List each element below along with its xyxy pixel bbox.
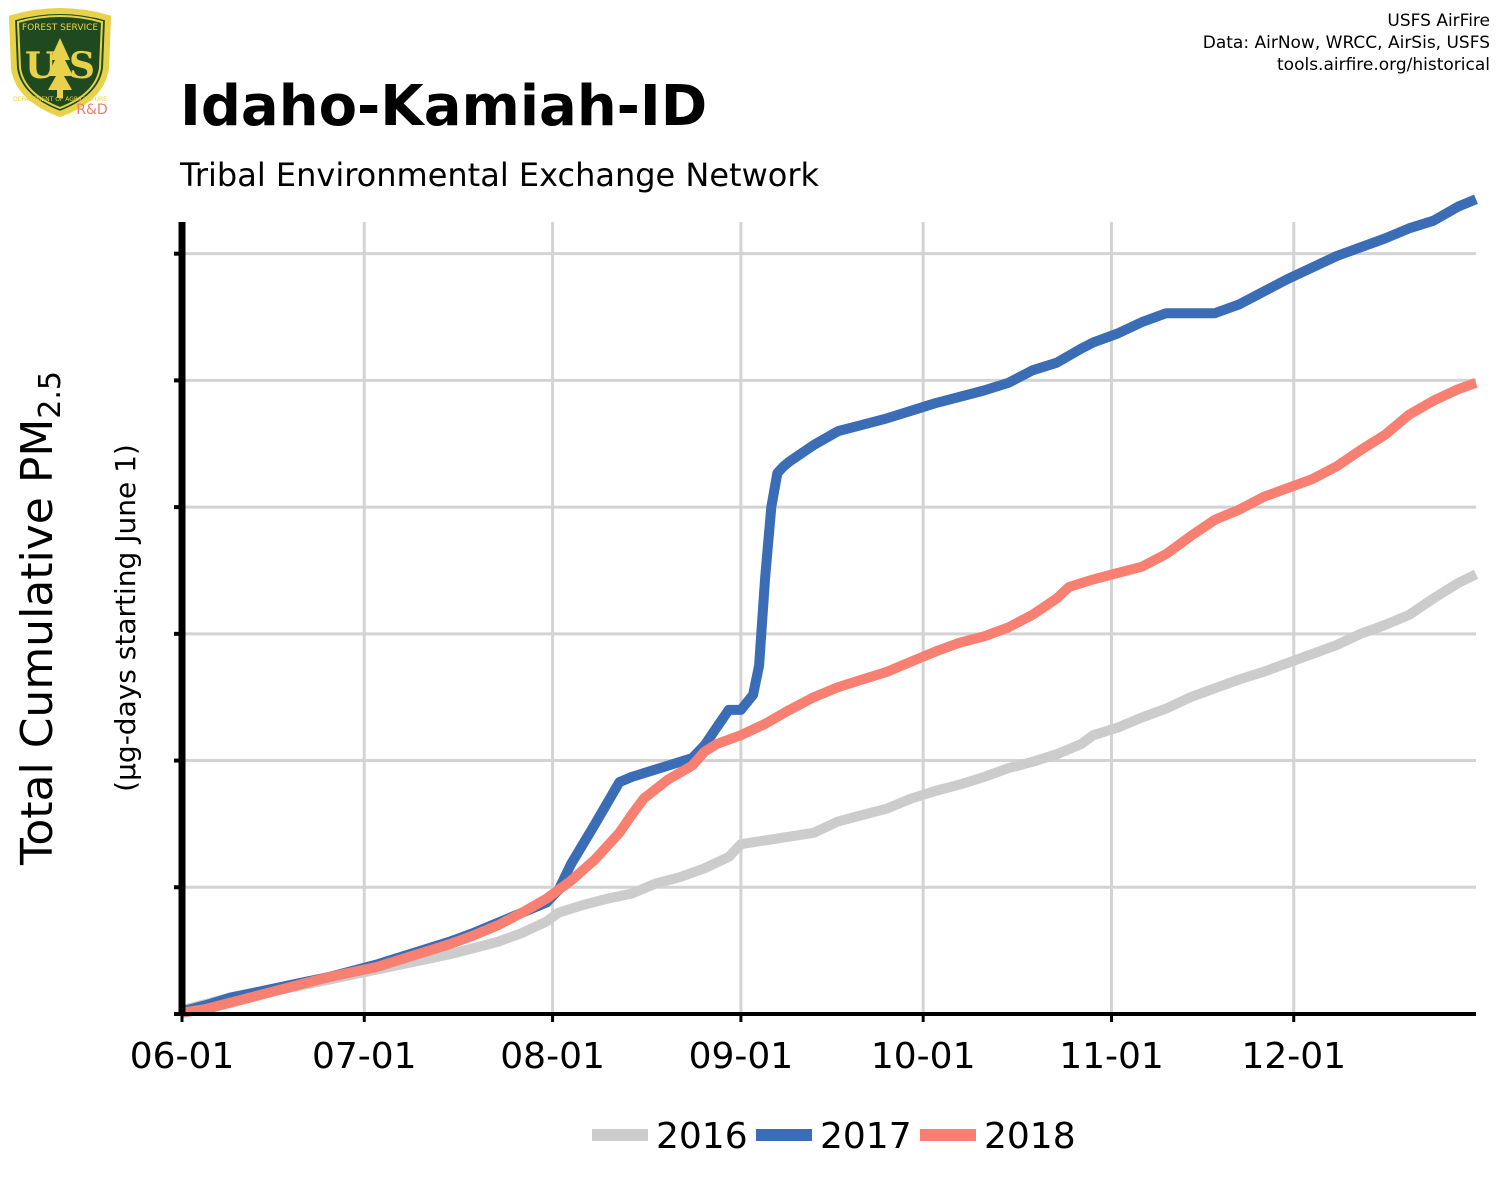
y-axis-units: (µg-days starting June 1) <box>109 444 142 792</box>
legend-label-2017: 2017 <box>820 1116 912 1157</box>
grid <box>182 222 1476 1014</box>
x-tick-label: 10-01 <box>871 1036 976 1077</box>
x-tick-label: 12-01 <box>1241 1036 1346 1077</box>
credit-line-sources: Data: AirNow, WRCC, AirSis, USFS <box>1202 33 1490 53</box>
x-tick-label: 09-01 <box>689 1036 794 1077</box>
usfs-shield-icon: FOREST SERVICE U S DEPARTMENT OF AGRICUL… <box>8 8 112 118</box>
chart-subtitle: Tribal Environmental Exchange Network <box>180 156 820 194</box>
axes <box>174 222 1476 1022</box>
logo-initials: U S <box>25 45 95 87</box>
legend-label-2016: 2016 <box>656 1116 748 1157</box>
legend: 2016 2017 2018 <box>592 1116 1076 1157</box>
logo-top-text: FOREST SERVICE <box>22 23 99 33</box>
series-lines <box>180 194 1479 1018</box>
data-credits: USFS AirFire Data: AirNow, WRCC, AirSis,… <box>1203 10 1490 76</box>
y-axis-title: Total Cumulative PM2.5 <box>12 371 68 866</box>
logo-bottom-text: DEPARTMENT OF AGRICULTURE <box>13 96 107 103</box>
series-line-2016 <box>180 569 1479 1016</box>
credit-line-url: tools.airfire.org/historical <box>1277 55 1490 75</box>
x-tick-label: 11-01 <box>1059 1036 1164 1077</box>
chart-title: Idaho-Kamiah-ID <box>180 74 708 139</box>
x-tick-label: 06-01 <box>130 1036 235 1077</box>
x-tick-label: 07-01 <box>312 1036 417 1077</box>
y-axis-label: Total Cumulative PM2.5 (µg-days starting… <box>12 371 142 866</box>
usfs-logo: FOREST SERVICE U S DEPARTMENT OF AGRICUL… <box>6 6 114 118</box>
credit-line-airfire: USFS AirFire <box>1387 11 1490 31</box>
tick-labels: 06-01 07-01 08-01 09-01 10-01 11-01 12-01 <box>130 1036 1346 1077</box>
series-line-2017 <box>180 194 1478 1017</box>
x-tick-label: 08-01 <box>500 1036 605 1077</box>
legend-label-2018: 2018 <box>984 1116 1076 1157</box>
logo-badge: R&D <box>76 102 107 118</box>
series-line-2018 <box>181 378 1478 1018</box>
